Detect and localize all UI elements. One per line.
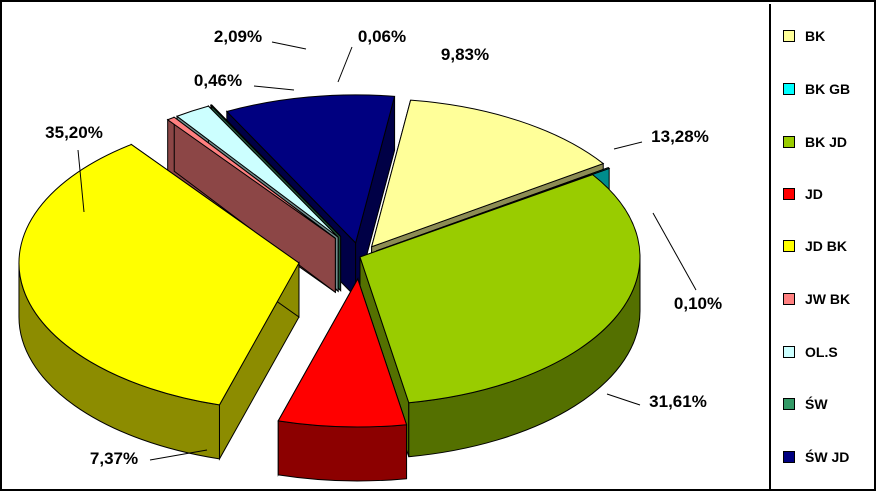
pie-slice-jd-bk [18,143,300,406]
legend-label: ŚW JD [805,449,850,465]
pie-slice-ol-s [175,105,339,238]
leader-line [253,85,295,91]
legend-label: BK GB [805,81,851,97]
data-label: 0,46% [194,71,242,90]
legend-label: BK JD [805,134,848,150]
legend-swatch [783,83,795,95]
data-label: 0,10% [674,294,722,313]
legend-label: JD BK [805,238,848,254]
data-label: 35,20% [45,123,103,142]
leader-line [149,449,208,461]
pie-tops [18,94,641,428]
legend-swatch [783,136,795,148]
legend-item: ŚW JD [783,447,849,467]
pie-slice-jw-bk [166,116,336,239]
pie-slice-jd [277,277,408,428]
legend-item: BK JD [783,132,847,152]
legend-swatch [783,398,795,410]
leader-line [613,141,643,150]
pie-slice-bk [370,99,605,248]
pie-slice-bk-jd [359,174,641,404]
leader-line [606,393,641,406]
data-label: 0,06% [358,27,406,46]
legend-item: OL.S [783,342,838,362]
legend-item: JW BK [783,289,850,309]
legend-label: JW BK [805,291,851,307]
legend-item: JD BK [783,236,847,256]
legend: BK BK GB BK JD JD JD BK JW BK OL.S ŚW [769,4,874,489]
leader-line [652,212,697,291]
legend-swatch [783,451,795,463]
data-label: 31,61% [649,392,707,411]
legend-swatch [783,293,795,305]
pie-slice-św [209,104,341,237]
data-label: 9,83% [441,45,489,64]
legend-item: ŚW [783,394,828,414]
leader-line [271,41,307,50]
pie-slice-św-jd [225,94,396,244]
legend-swatch [783,30,795,42]
legend-label: OL.S [805,344,838,360]
pie-data-labels: 13,28% 0,10% 31,61% 7,37% 35,20% 0,46% 2,09% 0,… [45,27,722,468]
legend-item: JD [783,184,823,204]
leader-line [337,46,353,83]
pie-leader-lines [77,41,697,461]
leader-line [77,149,85,213]
pie-slice-edge [277,420,408,482]
legend-swatch [783,240,795,252]
legend-swatch [783,188,795,200]
data-label: 13,28% [651,127,709,146]
data-label: 7,37% [90,449,138,468]
data-label: 2,09% [214,27,262,46]
legend-label: BK [805,28,826,44]
legend-item: BK [783,26,825,46]
legend-swatch [783,346,795,358]
legend-item: BK GB [783,79,850,99]
legend-label: JD [805,186,823,202]
legend-label: ŚW [805,396,828,412]
